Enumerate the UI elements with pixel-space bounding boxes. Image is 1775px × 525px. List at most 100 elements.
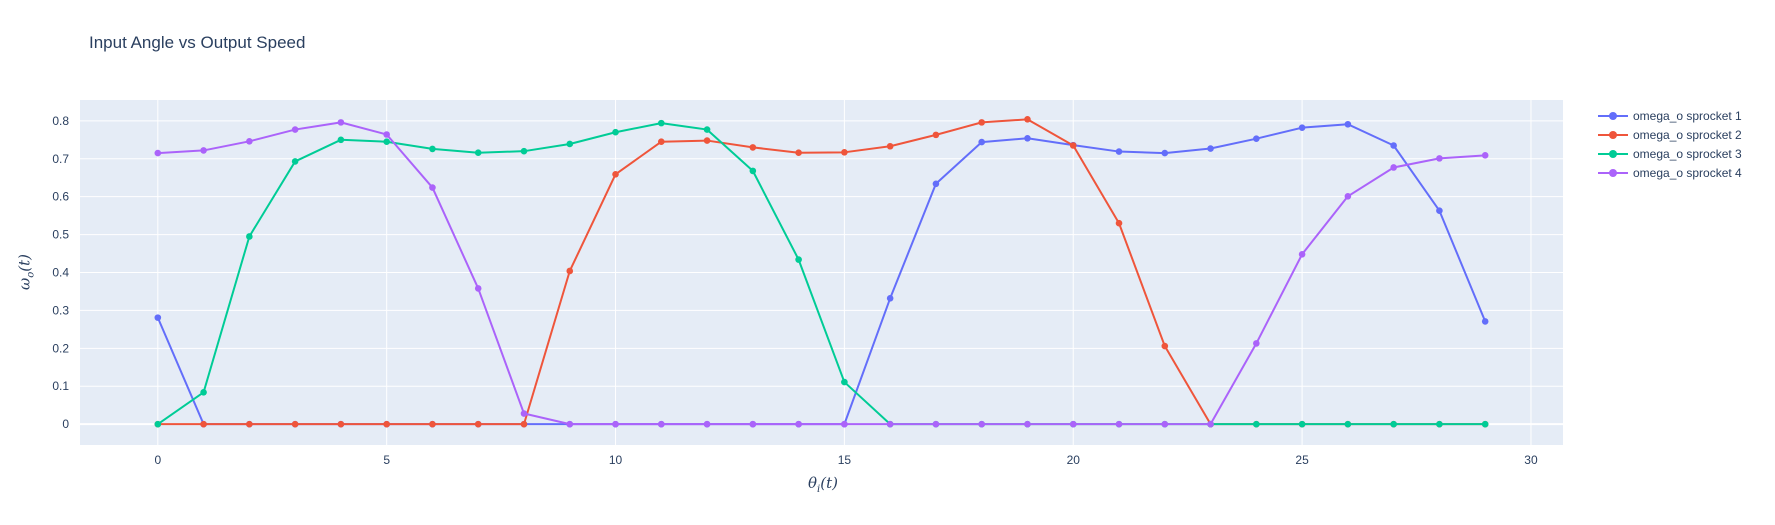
data-point-marker[interactable] xyxy=(246,420,253,428)
data-point-marker[interactable] xyxy=(1253,420,1260,428)
data-point-marker[interactable] xyxy=(1115,148,1123,155)
data-point-marker[interactable] xyxy=(1253,135,1260,142)
data-point-marker[interactable] xyxy=(932,180,940,188)
data-point-marker[interactable] xyxy=(383,131,390,138)
data-point-marker[interactable] xyxy=(383,420,390,428)
data-point-marker[interactable] xyxy=(1390,420,1397,428)
legend-line-marker-icon xyxy=(1598,149,1628,159)
data-point-marker[interactable] xyxy=(200,147,207,154)
data-point-marker[interactable] xyxy=(1207,420,1214,428)
data-point-marker[interactable] xyxy=(337,420,345,428)
data-point-marker[interactable] xyxy=(932,131,940,139)
data-point-marker[interactable] xyxy=(246,233,253,240)
data-point-marker[interactable] xyxy=(1344,120,1352,128)
data-point-marker[interactable] xyxy=(612,420,619,428)
data-point-marker[interactable] xyxy=(1481,420,1489,428)
data-point-marker[interactable] xyxy=(383,138,390,146)
data-point-marker[interactable] xyxy=(1481,152,1489,159)
data-point-marker[interactable] xyxy=(612,128,619,136)
data-point-marker[interactable] xyxy=(1481,318,1489,325)
legend-item-sprocket-4[interactable]: omega_o sprocket 4 xyxy=(1598,163,1742,182)
data-point-marker[interactable] xyxy=(1115,420,1123,428)
data-point-marker[interactable] xyxy=(657,420,665,428)
data-point-marker[interactable] xyxy=(1298,420,1306,428)
data-point-marker[interactable] xyxy=(474,420,482,428)
data-point-marker[interactable] xyxy=(1390,164,1397,171)
data-point-marker[interactable] xyxy=(703,420,711,428)
data-point-marker[interactable] xyxy=(474,285,482,292)
data-point-marker[interactable] xyxy=(795,149,802,156)
data-point-marker[interactable] xyxy=(1115,219,1123,227)
data-point-marker[interactable] xyxy=(520,410,528,417)
x-tick-label: 20 xyxy=(1067,453,1081,467)
data-point-marker[interactable] xyxy=(1024,116,1031,123)
data-point-marker[interactable] xyxy=(1298,124,1306,131)
data-point-marker[interactable] xyxy=(154,149,162,157)
legend-item-sprocket-1[interactable]: omega_o sprocket 1 xyxy=(1598,106,1742,125)
data-point-marker[interactable] xyxy=(703,137,711,144)
data-point-marker[interactable] xyxy=(246,138,253,145)
legend-item-sprocket-2[interactable]: omega_o sprocket 2 xyxy=(1598,125,1742,144)
data-point-marker[interactable] xyxy=(1298,251,1306,258)
data-point-marker[interactable] xyxy=(474,149,482,156)
series-sprocket-4[interactable] xyxy=(154,119,1489,428)
data-point-marker[interactable] xyxy=(520,420,528,428)
data-point-marker[interactable] xyxy=(932,420,940,428)
data-point-marker[interactable] xyxy=(657,138,665,146)
data-point-marker[interactable] xyxy=(1436,207,1443,215)
data-point-marker[interactable] xyxy=(566,420,574,428)
data-point-marker[interactable] xyxy=(1390,142,1397,149)
data-point-marker[interactable] xyxy=(291,158,299,165)
data-point-marker[interactable] xyxy=(154,420,162,428)
data-point-marker[interactable] xyxy=(1024,420,1031,428)
data-point-marker[interactable] xyxy=(566,140,574,148)
data-point-marker[interactable] xyxy=(429,145,436,153)
data-point-marker[interactable] xyxy=(1069,420,1077,428)
data-point-marker[interactable] xyxy=(1344,420,1352,428)
data-point-marker[interactable] xyxy=(1436,420,1443,428)
data-point-marker[interactable] xyxy=(520,147,528,155)
data-point-marker[interactable] xyxy=(749,167,757,175)
data-point-marker[interactable] xyxy=(612,171,619,178)
data-point-marker[interactable] xyxy=(200,420,207,428)
data-point-marker[interactable] xyxy=(886,420,894,428)
data-point-marker[interactable] xyxy=(841,378,848,386)
data-point-marker[interactable] xyxy=(1024,134,1031,142)
data-point-marker[interactable] xyxy=(1161,420,1169,428)
series-line xyxy=(157,121,1486,426)
data-point-marker[interactable] xyxy=(841,149,848,156)
data-point-marker[interactable] xyxy=(795,256,802,263)
data-point-marker[interactable] xyxy=(429,420,436,428)
data-point-marker[interactable] xyxy=(749,420,757,428)
data-point-marker[interactable] xyxy=(200,389,207,396)
data-point-marker[interactable] xyxy=(978,119,986,126)
data-point-marker[interactable] xyxy=(291,420,299,428)
data-point-marker[interactable] xyxy=(841,420,848,428)
data-point-marker[interactable] xyxy=(1161,342,1169,350)
data-point-marker[interactable] xyxy=(657,119,665,127)
data-point-marker[interactable] xyxy=(429,184,436,191)
data-point-marker[interactable] xyxy=(1207,145,1214,152)
legend-label: omega_o sprocket 2 xyxy=(1633,127,1742,142)
chart-title: Input Angle vs Output Speed xyxy=(89,33,306,52)
data-point-marker[interactable] xyxy=(154,314,162,321)
data-point-marker[interactable] xyxy=(1161,149,1169,157)
x-tick-label: 30 xyxy=(1524,453,1538,467)
data-point-marker[interactable] xyxy=(1344,192,1352,200)
data-point-marker[interactable] xyxy=(337,136,345,144)
legend-item-sprocket-3[interactable]: omega_o sprocket 3 xyxy=(1598,144,1742,163)
data-point-marker[interactable] xyxy=(978,138,986,146)
data-point-marker[interactable] xyxy=(566,267,574,275)
data-point-marker[interactable] xyxy=(337,119,345,126)
data-point-marker[interactable] xyxy=(795,420,802,428)
data-point-marker[interactable] xyxy=(886,142,894,150)
data-point-marker[interactable] xyxy=(978,420,986,428)
data-point-marker[interactable] xyxy=(291,126,299,133)
data-point-marker[interactable] xyxy=(1069,142,1077,149)
data-point-marker[interactable] xyxy=(749,144,757,151)
data-point-marker[interactable] xyxy=(1253,340,1260,347)
data-point-marker[interactable] xyxy=(886,294,894,302)
data-point-marker[interactable] xyxy=(703,126,711,133)
data-point-marker[interactable] xyxy=(1436,155,1443,162)
